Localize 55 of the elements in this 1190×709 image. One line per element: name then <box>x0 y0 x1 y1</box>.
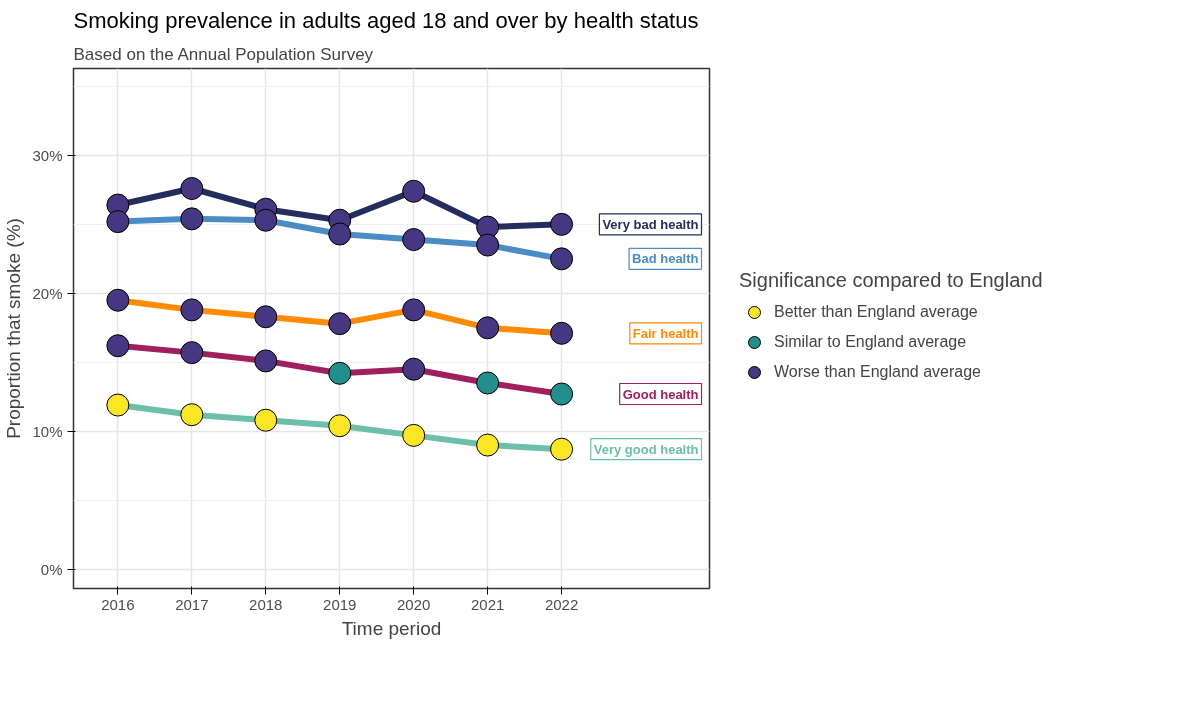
point <box>476 371 500 395</box>
point <box>550 212 574 236</box>
point <box>550 382 574 406</box>
x-tick-label: 2018 <box>249 595 283 613</box>
y-tick-label: 0% <box>40 560 63 578</box>
point <box>402 357 426 381</box>
legend-label: Worse than England average <box>774 363 981 381</box>
x-tick-label: 2022 <box>544 595 579 613</box>
point <box>106 210 130 234</box>
legend-label: Better than England average <box>774 303 978 321</box>
point <box>550 247 574 271</box>
point <box>550 321 574 345</box>
x-tick-label: 2017 <box>175 595 209 613</box>
text: Good health <box>622 386 699 402</box>
point <box>328 222 352 246</box>
x-tick-label: 2019 <box>323 595 357 613</box>
point <box>254 408 278 432</box>
point <box>328 312 352 336</box>
point <box>402 298 426 322</box>
y-tick-label: 10% <box>32 422 63 440</box>
text: Fair health <box>632 325 699 341</box>
y-tick-label: 30% <box>32 146 63 164</box>
point <box>180 298 204 322</box>
y-tick-label: 20% <box>32 284 63 302</box>
point <box>476 316 500 340</box>
point <box>106 393 130 417</box>
point <box>328 361 352 385</box>
text: Very bad health <box>602 216 699 232</box>
point <box>180 177 204 200</box>
point <box>550 437 574 461</box>
point <box>180 207 204 231</box>
point <box>180 341 204 365</box>
point <box>106 288 130 312</box>
x-tick-label: 2016 <box>101 595 135 613</box>
chart-title: Smoking prevalence in adults aged 18 and over by health status <box>73 7 699 33</box>
point <box>476 433 500 457</box>
point <box>254 305 278 329</box>
legend-label: Similar to England average <box>774 333 967 351</box>
point <box>402 179 426 203</box>
legend-title: Significance compared to England <box>739 269 1043 292</box>
y-axis-title: Proportion that smoke (%) <box>3 218 25 439</box>
text: Bad health <box>632 251 699 267</box>
point <box>328 414 352 438</box>
point <box>402 423 426 447</box>
x-tick-label: 2020 <box>397 595 431 613</box>
point <box>254 208 278 232</box>
point <box>402 228 426 252</box>
point <box>180 403 204 427</box>
text: Very good health <box>593 441 699 457</box>
point <box>106 334 130 358</box>
x-axis-title: Time period <box>341 617 442 639</box>
point <box>476 233 500 257</box>
point <box>254 349 278 373</box>
x-tick-label: 2021 <box>470 595 505 613</box>
chart-subtitle: Based on the Annual Population Survey <box>73 44 374 64</box>
